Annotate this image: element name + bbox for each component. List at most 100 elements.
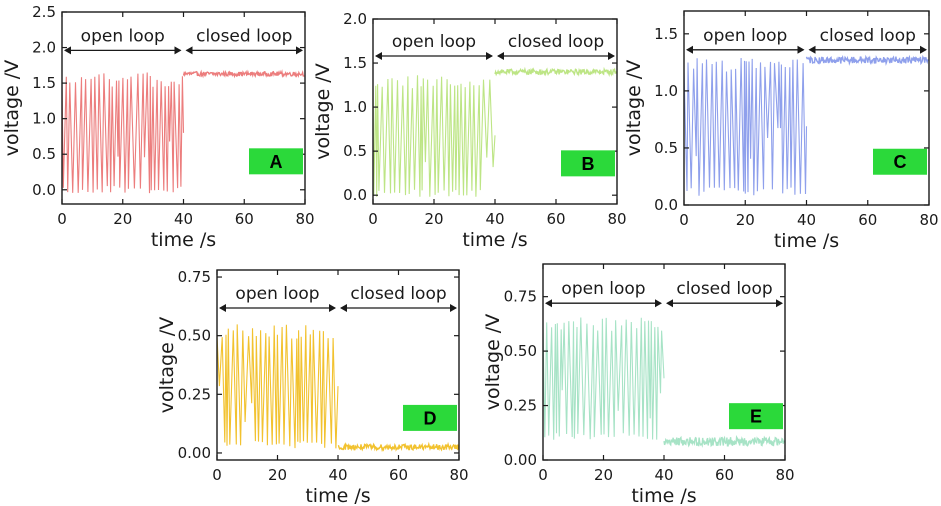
x-tick-label: 80: [775, 466, 794, 484]
y-tick-label: 0.00: [178, 444, 211, 462]
panel-e: 0 20 40 60 80 0.00 0.25 0.50 0.75 time /s voltage …: [482, 263, 795, 506]
panel-c: 0 20 40 60 80 0.0 0.5 1.0 1.5 time /s voltage /V op…: [623, 10, 939, 252]
x-tick-label: 40: [797, 211, 816, 229]
y-axis-label: voltage /V: [623, 60, 645, 156]
panel-b: 0 20 40 60 80 0.0 0.5 1.0 1.5 2.0 time /s voltage /…: [312, 10, 627, 251]
y-tick-label: 2.5: [32, 3, 56, 21]
x-tick-label: 60: [235, 210, 254, 228]
x-axis-label: time /s: [774, 230, 839, 252]
x-tick-label: 0: [368, 210, 378, 228]
open-loop-arrow-head-right: [486, 52, 493, 60]
x-tick-label: 80: [919, 211, 938, 229]
open-loop-arrow-head-right: [655, 299, 662, 308]
y-tick-label: 2.0: [32, 39, 56, 57]
open-loop-label: open loop: [392, 32, 476, 52]
y-tick-label: 0.00: [504, 451, 537, 469]
closed-loop-arrow-head-right: [450, 304, 457, 312]
open-loop-series-d: [217, 324, 339, 449]
y-tick-label: 0.0: [32, 181, 56, 199]
x-axis-label: time /s: [462, 229, 527, 251]
y-tick-label: 0.50: [504, 342, 537, 360]
closed-loop-label: closed loop: [676, 279, 772, 299]
x-tick-label: 0: [679, 211, 689, 229]
panel-badge: [561, 150, 615, 177]
y-axis-label: voltage /V: [482, 314, 504, 410]
x-tick-label: 0: [57, 210, 67, 228]
open-loop-arrow-head-right: [797, 45, 805, 54]
x-tick-label: 0: [212, 466, 222, 484]
open-loop-label: open loop: [81, 26, 165, 46]
x-tick-label: 60: [858, 211, 877, 229]
y-tick-label: 0.0: [654, 196, 678, 214]
closed-loop-series-e: [663, 434, 785, 448]
x-axis-label: time /s: [151, 229, 216, 251]
y-tick-label: 0.50: [178, 327, 211, 345]
y-tick-label: 1.5: [654, 25, 678, 43]
open-loop-series-b: [373, 75, 496, 197]
open-loop-arrow-head-right: [329, 304, 336, 312]
y-tick-label: 1.0: [343, 98, 367, 116]
x-tick-label: 20: [268, 466, 287, 484]
x-tick-label: 20: [736, 211, 755, 229]
x-tick-label: 0: [538, 466, 548, 484]
y-tick-label: 1.0: [654, 82, 678, 100]
y-tick-label: 0.25: [178, 385, 211, 403]
closed-loop-series-c: [805, 54, 929, 67]
open-loop-label: open loop: [235, 284, 319, 304]
closed-loop-arrow-head-right: [920, 45, 927, 54]
closed-loop-arrow-head-right: [296, 46, 303, 55]
closed-loop-label: closed loop: [820, 26, 916, 46]
open-loop-arrow-head-left: [686, 45, 693, 54]
x-tick-label: 60: [389, 466, 408, 484]
open-loop-label: open loop: [703, 26, 787, 46]
panel-badge: [873, 148, 927, 175]
y-axis-label: voltage /V: [1, 60, 23, 156]
closed-loop-series-d: [337, 441, 459, 453]
open-loop-arrow-head-left: [375, 52, 382, 60]
y-tick-label: 0.5: [654, 139, 678, 157]
x-tick-label: 80: [449, 466, 468, 484]
closed-loop-arrow-head-left: [340, 304, 347, 312]
x-tick-label: 20: [594, 466, 613, 484]
closed-loop-label: closed loop: [508, 32, 604, 52]
y-tick-label: 1.5: [32, 74, 56, 92]
panel-badge-label: C: [894, 152, 907, 172]
closed-loop-arrow-head-right: [608, 52, 615, 60]
x-tick-label: 20: [424, 210, 443, 228]
closed-loop-arrow-head-left: [185, 46, 193, 55]
closed-loop-label: closed loop: [350, 284, 446, 304]
y-tick-label: 1.0: [32, 110, 56, 128]
y-tick-label: 0.0: [343, 186, 367, 204]
closed-loop-arrow-head-left: [666, 299, 673, 308]
y-axis-label: voltage /V: [312, 63, 334, 159]
x-tick-label: 40: [174, 210, 193, 228]
panel-badge-label: A: [270, 152, 283, 172]
y-tick-label: 0.75: [178, 268, 211, 286]
panel-badge-label: D: [424, 408, 437, 428]
y-tick-label: 0.5: [32, 145, 56, 163]
open-loop-series-c: [684, 57, 808, 196]
open-loop-arrow-head-left: [219, 304, 226, 312]
y-axis-label: voltage /V: [156, 317, 178, 413]
x-tick-label: 80: [607, 210, 626, 228]
y-tick-label: 0.25: [504, 397, 537, 415]
panel-d: 0 20 40 60 80 0.00 0.25 0.50 0.75 time /s voltage …: [156, 268, 469, 506]
panel-badge: [249, 148, 303, 175]
open-loop-series-e: [543, 317, 665, 440]
x-tick-label: 60: [546, 210, 565, 228]
panel-badge: [403, 404, 457, 431]
x-tick-label: 80: [295, 210, 314, 228]
x-tick-label: 40: [485, 210, 504, 228]
y-tick-label: 2.0: [343, 10, 367, 28]
panel-badge-label: B: [582, 154, 595, 174]
x-tick-label: 40: [654, 466, 673, 484]
x-tick-label: 20: [113, 210, 132, 228]
closed-loop-series-b: [494, 66, 617, 78]
open-loop-arrow-head-left: [64, 46, 71, 55]
panel-badge: [729, 403, 783, 430]
panel-badge-label: E: [750, 407, 762, 427]
closed-loop-series-a: [182, 69, 305, 79]
closed-loop-arrow-head-left: [808, 45, 816, 54]
closed-loop-arrow-head-left: [497, 52, 504, 60]
